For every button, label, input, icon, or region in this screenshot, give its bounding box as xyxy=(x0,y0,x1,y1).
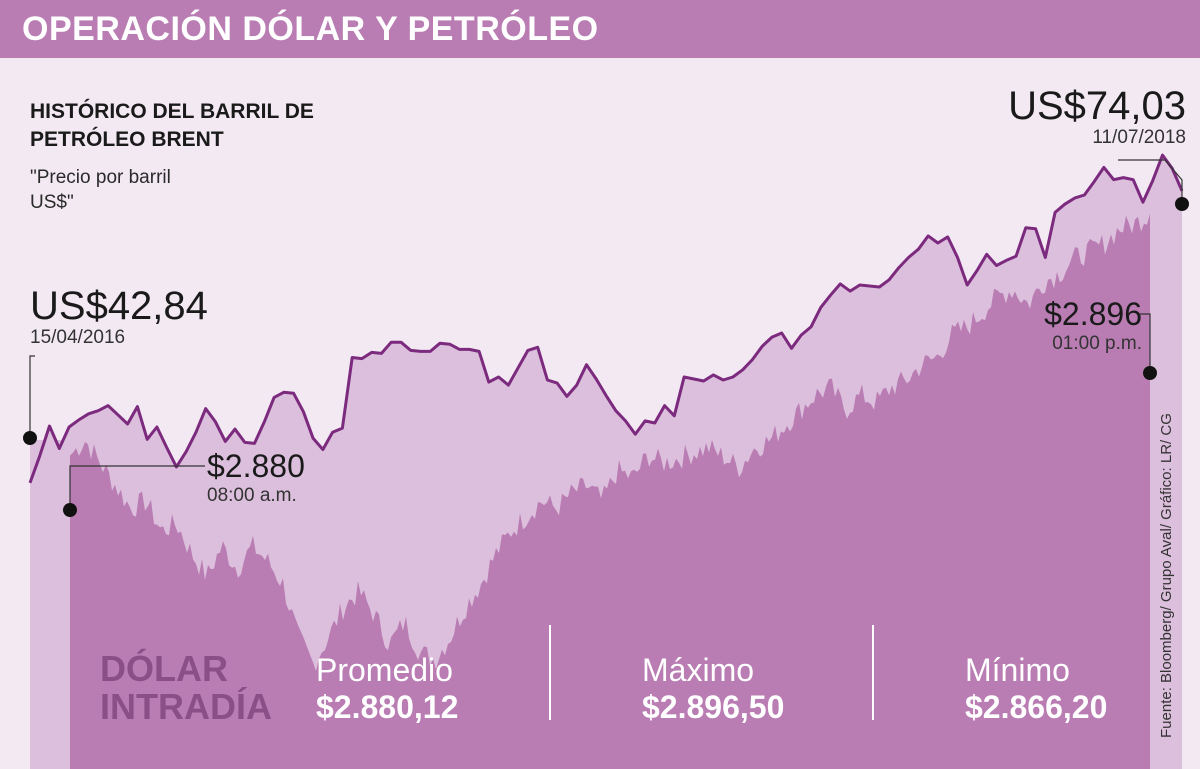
stat-minimum: Mínimo $2.866,20 xyxy=(965,652,1107,726)
oil-subtitle-line2: US$" xyxy=(30,192,74,213)
dollar-area xyxy=(70,213,1150,769)
dollar-label-line1: DÓLAR xyxy=(100,648,228,689)
dollar-close-time: 01:00 p.m. xyxy=(1052,333,1142,354)
oil-start-marker xyxy=(23,431,37,445)
oil-chart-subtitle: "Precio por barril US$" xyxy=(30,165,171,215)
dollar-open-value: $2.880 xyxy=(207,448,305,484)
oil-end-marker xyxy=(1175,197,1189,211)
dollar-section-label: DÓLAR INTRADÍA xyxy=(100,650,272,726)
oil-start-value: US$42,84 xyxy=(30,284,208,328)
stat-maximum-value: $2.896,50 xyxy=(642,689,785,725)
stat-maximum-label: Máximo xyxy=(642,652,755,688)
dollar-close-value: $2.896 xyxy=(1044,296,1142,332)
stat-average-label: Promedio xyxy=(316,652,453,688)
dollar-label-line2: INTRADÍA xyxy=(100,686,272,727)
leader-dollar-close xyxy=(1140,313,1151,373)
leader-oil-start xyxy=(29,355,35,438)
oil-start-date: 15/04/2016 xyxy=(30,327,126,348)
dollar-open-marker xyxy=(63,503,77,517)
page-title: OPERACIÓN DÓLAR Y PETRÓLEO xyxy=(22,10,599,48)
oil-end-date: 11/07/2018 xyxy=(1092,127,1186,148)
oil-title-line1: HISTÓRICO DEL BARRIL DE xyxy=(30,100,314,123)
source-credit: Fuente: Bloomberg/ Grupo Aval/ Gráfico: … xyxy=(1158,413,1175,738)
dollar-close-marker xyxy=(1143,366,1157,380)
oil-end-value: US$74,03 xyxy=(1008,84,1186,128)
leader-oil-end xyxy=(1118,159,1183,204)
stat-minimum-label: Mínimo xyxy=(965,652,1070,688)
oil-line xyxy=(28,153,1184,484)
stat-maximum: Máximo $2.896,50 xyxy=(642,652,784,726)
stat-average: Promedio $2.880,12 xyxy=(316,652,458,726)
dollar-open-time: 08:00 a.m. xyxy=(207,485,297,506)
leader-dollar-open xyxy=(69,465,205,510)
header-bar: OPERACIÓN DÓLAR Y PETRÓLEO xyxy=(0,0,1200,58)
stat-minimum-value: $2.866,20 xyxy=(965,689,1108,725)
oil-subtitle-line1: "Precio por barril xyxy=(30,167,171,188)
stat-average-value: $2.880,12 xyxy=(316,689,459,725)
oil-title-line2: PETRÓLEO BRENT xyxy=(30,128,224,151)
oil-chart-title: HISTÓRICO DEL BARRIL DE PETRÓLEO BRENT xyxy=(30,98,314,154)
